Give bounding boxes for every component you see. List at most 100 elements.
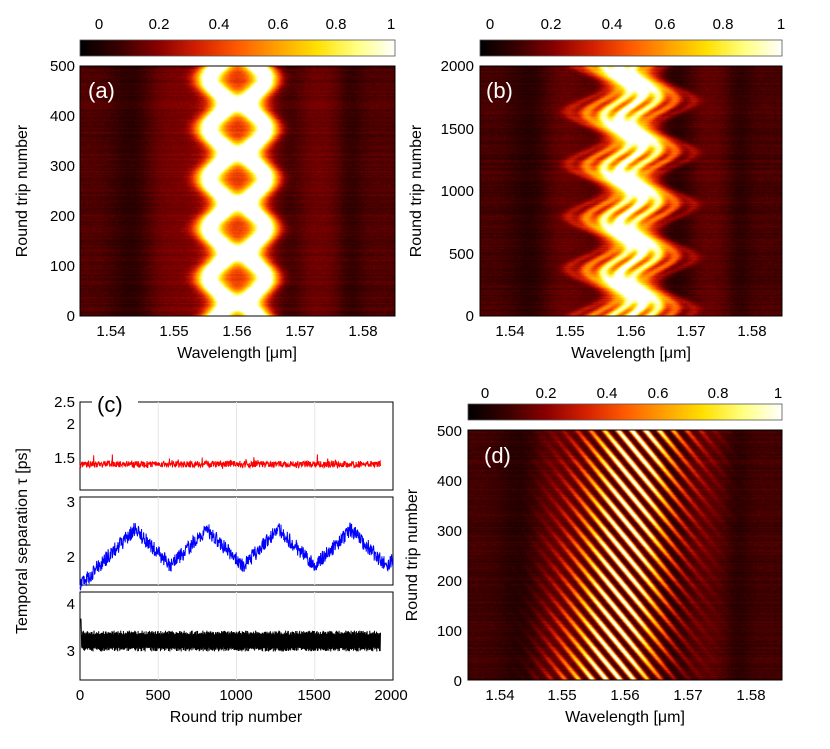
panel-a-y-ticks: 0 100 200 300 400 500: [50, 58, 75, 325]
x-tick: 1.55: [555, 323, 584, 340]
x-tick: 500: [145, 687, 170, 704]
y-tick: 3: [67, 643, 75, 660]
panel-b-colorbar-ticks: 0 0.2 0.4 0.6 0.8 1: [486, 16, 785, 33]
panel-b-x-ticks: 1.54 1.55 1.56 1.57 1.58: [495, 323, 766, 340]
y-tick: 100: [50, 258, 75, 275]
colorbar-tick: 0: [486, 16, 494, 33]
colorbar-tick: 0.6: [655, 16, 676, 33]
panel-b-y-ticks: 0 500 1000 1500 2000: [441, 58, 474, 325]
colorbar-tick: 1: [387, 16, 395, 33]
x-tick: 2000: [374, 687, 407, 704]
colorbar-tick: 0.4: [602, 16, 623, 33]
x-tick: 1.56: [610, 687, 639, 704]
y-axis-label: Round trip number: [14, 124, 31, 257]
y-tick: 500: [449, 246, 474, 263]
x-tick: 1.56: [222, 323, 251, 340]
colorbar-tick: 0.8: [708, 385, 729, 402]
y-tick: 100: [437, 623, 462, 640]
panel-d-y-ticks: 0 100 200 300 400 500: [437, 423, 462, 690]
x-tick: 1.57: [285, 323, 314, 340]
panel-b-frame: [479, 65, 783, 317]
panel-a-heatmap: [80, 66, 395, 316]
x-tick: 1.56: [616, 323, 645, 340]
panel-d-colorbar-ticks: 0 0.2 0.4 0.6 0.8 1: [481, 385, 782, 402]
colorbar-tick: 0.2: [541, 16, 562, 33]
colorbar-tick: 0.8: [326, 16, 347, 33]
panel-c-x-ticks: 0 500 1000 1500 2000: [76, 687, 408, 704]
colorbar-tick: 0.4: [209, 16, 230, 33]
y-tick: 1.5: [54, 450, 75, 467]
y-tick: 400: [437, 473, 462, 490]
x-tick: 1500: [297, 687, 330, 704]
y-axis-label: Round trip number: [408, 124, 425, 257]
y-tick: 500: [437, 423, 462, 440]
panel-a-x-ticks: 1.54 1.55 1.56 1.57 1.58: [96, 323, 377, 340]
y-tick: 0: [454, 673, 462, 690]
panel-b-colorbar: [479, 39, 783, 57]
y-tick: 3: [67, 494, 75, 511]
series-black-line: [80, 618, 381, 652]
panel-label: (c): [97, 392, 123, 417]
series-blue-line: [79, 522, 394, 592]
panel-d-frame: [467, 429, 783, 681]
panel-d-x-ticks: 1.54 1.55 1.56 1.57 1.58: [485, 687, 765, 704]
panel-b-heatmap-canvas: [480, 66, 782, 316]
panel-b-heatmap: [480, 66, 782, 316]
x-tick: 1.57: [673, 687, 702, 704]
y-tick: 1500: [441, 121, 474, 138]
panel-d-colorbar: [467, 403, 783, 421]
x-tick: 1.58: [348, 323, 377, 340]
y-tick: 500: [50, 58, 75, 75]
y-tick: 2: [67, 416, 75, 433]
x-axis-label: Wavelength [μm]: [571, 345, 691, 362]
panel-d-heatmap: [468, 430, 782, 680]
x-tick: 1.54: [495, 323, 524, 340]
x-tick: 1000: [219, 687, 252, 704]
y-tick: 2.5: [54, 394, 75, 411]
y-tick: 300: [437, 523, 462, 540]
x-axis-label: Wavelength [μm]: [565, 709, 685, 726]
panel-a-heatmap-canvas: [80, 66, 395, 316]
colorbar-tick: 0.4: [597, 385, 618, 402]
y-tick: 200: [437, 573, 462, 590]
x-tick: 1.57: [676, 323, 705, 340]
y-tick: 200: [50, 208, 75, 225]
x-tick: 1.58: [737, 323, 766, 340]
y-tick: 300: [50, 158, 75, 175]
colorbar-tick: 0.8: [713, 16, 734, 33]
y-axis-label: Round trip number: [404, 488, 421, 621]
colorbar-tick: 1: [777, 16, 785, 33]
y-tick: 1000: [441, 183, 474, 200]
panel-b: 0 0.2 0.4 0.6 0.8 1 (b) 1.54 1.55 1.56 1…: [408, 16, 785, 362]
panel-label: (d): [484, 443, 511, 468]
colorbar-tick: 0.6: [268, 16, 289, 33]
colorbar-tick: 1: [774, 385, 782, 402]
y-tick: 0: [466, 308, 474, 325]
panel-a-colorbar-ticks: 0 0.2 0.4 0.6 0.8 1: [95, 16, 395, 33]
x-tick: 1.55: [547, 687, 576, 704]
colorbar-tick: 0.2: [536, 385, 557, 402]
panel-c-label-bg: [92, 386, 138, 416]
panel-a: 0 0.2 0.4 0.6 0.8 1 (a) 1.54 1.55 1.56 1…: [14, 16, 396, 362]
series-red-line: [79, 454, 381, 470]
y-tick: 4: [67, 596, 75, 613]
y-tick: 0: [67, 308, 75, 325]
colorbar-tick: 0: [481, 385, 489, 402]
colorbar-tick: 0.2: [149, 16, 170, 33]
x-tick: 0: [76, 687, 84, 704]
panel-c: (c) 1.5 2 2.5 2 3 3 4 0 500 1000 1500 20…: [14, 386, 408, 726]
x-tick: 1.55: [159, 323, 188, 340]
y-tick: 2: [67, 549, 75, 566]
panel-a-frame: [79, 65, 396, 317]
y-tick: 400: [50, 108, 75, 125]
x-tick: 1.54: [96, 323, 125, 340]
panel-label: (a): [88, 78, 115, 103]
x-tick: 1.54: [485, 687, 514, 704]
colorbar-tick: 0.6: [648, 385, 669, 402]
panel-d-heatmap-canvas: [468, 430, 782, 680]
panel-c-y-ticks: 1.5 2 2.5 2 3 3 4: [54, 394, 75, 660]
x-axis-label: Round trip number: [170, 709, 303, 726]
panel-a-colorbar: [79, 39, 396, 57]
y-tick: 2000: [441, 58, 474, 75]
